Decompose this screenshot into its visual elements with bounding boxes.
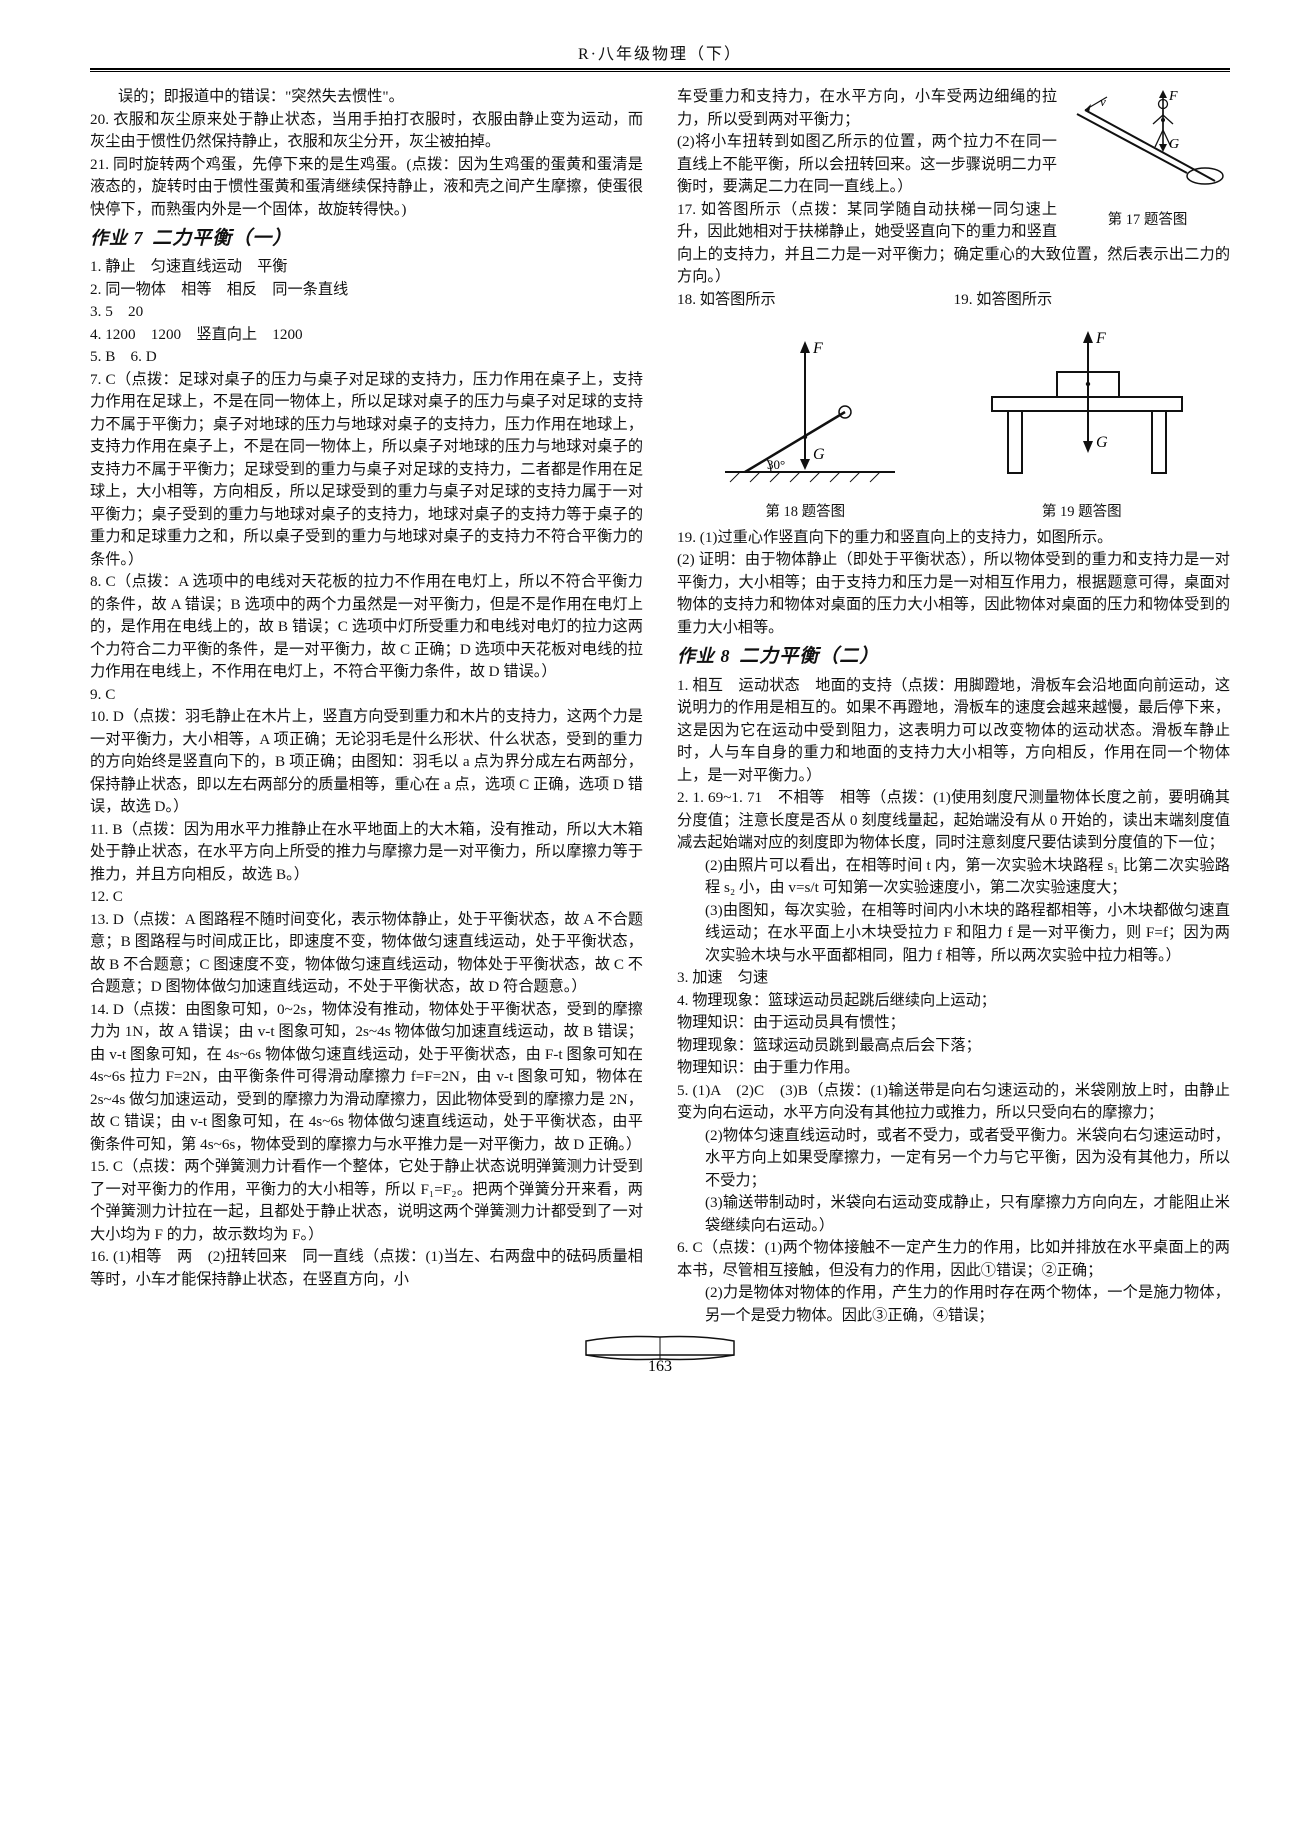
ans-7: 7. C（点拨：足球对桌子的压力与桌子对足球的支持力，压力作用在桌子上，支持力作… — [90, 369, 643, 572]
fig-18: 30° F G 第 18 题答图 — [705, 317, 905, 523]
svg-text:F: F — [1095, 330, 1106, 347]
column-right: v F G 第 17 题答图 车受重力和支持力，在水平方向，小车受两边细绳的拉力… — [677, 86, 1230, 1327]
hw7-work: 作业 7 — [90, 225, 144, 252]
text-19end: 误的；即报道中的错误："突然失去惯性"。 — [90, 86, 643, 109]
fig-18-svg: 30° F G — [705, 317, 905, 492]
hw7-title: 二力平衡（一） — [152, 225, 292, 253]
svg-text:G: G — [813, 446, 825, 463]
fig-17-wrap: v F G 第 17 题答图 — [1065, 90, 1230, 231]
rule-top — [90, 68, 1230, 70]
fig-19: F G 第 19 题答图 — [962, 317, 1202, 523]
svg-text:F: F — [1168, 90, 1178, 104]
section-hw7: 作业 7 二力平衡（一） — [90, 225, 643, 253]
svg-text:v: v — [1100, 94, 1106, 109]
columns: 误的；即报道中的错误："突然失去惯性"。 20. 衣服和灰尘原来处于静止状态，当… — [90, 86, 1230, 1327]
ans-14: 14. D（点拨：由图象可知，0~2s，物体没有推动，物体处于平衡状态，受到的摩… — [90, 999, 643, 1157]
b-ans-6-2: (2)力是物体对物体的作用，产生力的作用时存在两个物体，一个是施力物体，另一个是… — [677, 1282, 1230, 1327]
section-hw8: 作业 8 二力平衡（二） — [677, 643, 1230, 671]
ans-5-6: 5. B 6. D — [90, 346, 643, 369]
ans-13: 13. D（点拨：A 图路程不随时间变化，表示物体静止，处于平衡状态，故 A 不… — [90, 909, 643, 999]
ans-2: 2. 同一物体 相等 相反 同一条直线 — [90, 279, 643, 302]
ans-12: 12. C — [90, 886, 643, 909]
b-ans-5-2: (2)物体匀速直线运动时，或者不受力，或者受平衡力。米袋向右匀速运动时，水平方向… — [677, 1125, 1230, 1193]
svg-text:G: G — [1096, 434, 1108, 451]
fig18-angle: 30° — [767, 457, 785, 472]
ans-8: 8. C（点拨：A 选项中的电线对天花板的拉力不作用在电灯上，所以不符合平衡力的… — [90, 571, 643, 684]
fig-17-svg: v F G — [1065, 90, 1230, 200]
text-20: 20. 衣服和灰尘原来处于静止状态，当用手拍打衣服时，衣服由静止变为运动，而灰尘… — [90, 109, 643, 154]
page-badge: 163 — [580, 1335, 740, 1373]
ans-10: 10. D（点拨：羽毛静止在木片上，竖直方向受到重力和木片的支持力，这两个力是一… — [90, 706, 643, 819]
b-ans-2-3: (3)由图知，每次实验，在相等时间内小木块的路程都相等，小木块都做匀速直线运动；… — [677, 900, 1230, 968]
column-left: 误的；即报道中的错误："突然失去惯性"。 20. 衣服和灰尘原来处于静止状态，当… — [90, 86, 643, 1327]
ans-1: 1. 静止 匀速直线运动 平衡 — [90, 256, 643, 279]
ans-19-full: 19. (1)过重心作竖直向下的重力和竖直向上的支持力，如图所示。 (2) 证明… — [677, 527, 1230, 640]
fig19-caption: 第 19 题答图 — [962, 502, 1202, 523]
fig18-caption: 第 18 题答图 — [705, 502, 905, 523]
hw8-title: 二力平衡（二） — [739, 643, 879, 671]
fig-19-svg: F G — [962, 317, 1202, 492]
b-ans-4: 4. 物理现象：篮球运动员起跳后继续向上运动； 物理知识：由于运动员具有惯性； … — [677, 990, 1230, 1080]
page-footer: 163 — [90, 1335, 1230, 1377]
b-ans-1: 1. 相互 运动状态 地面的支持（点拨：用脚蹬地，滑板车会沿地面向前运动，这说明… — [677, 675, 1230, 788]
ans-11: 11. B（点拨：因为用水平力推静止在水平地面上的大木箱，没有推动，所以大木箱处… — [90, 819, 643, 887]
rule-bot — [90, 71, 1230, 72]
hw8-work: 作业 8 — [677, 643, 731, 670]
page-number: 163 — [648, 1358, 672, 1373]
b-ans-5-3: (3)输送带制动时，米袋向右运动变成静止，只有摩擦力方向向左，才能阻止米袋继续向… — [677, 1192, 1230, 1237]
ans-9: 9. C — [90, 684, 643, 707]
b-ans-2-2: (2)由照片可以看出，在相等时间 t 内，第一次实验木块路程 s₁ 比第二次实验… — [677, 855, 1230, 900]
ans-16: 16. (1)相等 两 (2)扭转回来 同一直线（点拨：(1)当左、右两盘中的砝… — [90, 1246, 643, 1291]
ans-4: 4. 1200 1200 竖直向上 1200 — [90, 324, 643, 347]
text-21: 21. 同时旋转两个鸡蛋，先停下来的是生鸡蛋。(点拨：因为生鸡蛋的蛋黄和蛋清是液… — [90, 154, 643, 222]
svg-text:G: G — [1169, 137, 1179, 152]
page-header: R·八年级物理（下） — [90, 40, 1230, 64]
b-ans-5: 5. (1)A (2)C (3)B（点拨：(1)输送带是向右匀速运动的，米袋刚放… — [677, 1080, 1230, 1125]
fig-row-18-19: 30° F G 第 18 题答图 F — [677, 317, 1230, 523]
ans-15: 15. C（点拨：两个弹簧测力计看作一个整体，它处于静止状态说明弹簧测力计受到了… — [90, 1156, 643, 1246]
ans-18-line: 18. 如答图所示 — [677, 289, 954, 312]
svg-text:F: F — [812, 340, 823, 357]
b-ans-2: 2. 1. 69~1. 71 不相等 相等（点拨：(1)使用刻度尺测量物体长度之… — [677, 787, 1230, 855]
b-ans-6: 6. C（点拨：(1)两个物体接触不一定产生力的作用，比如并排放在水平桌面上的两… — [677, 1237, 1230, 1282]
b-ans-3: 3. 加速 匀速 — [677, 967, 1230, 990]
ans-3: 3. 5 20 — [90, 301, 643, 324]
ans-19-line: 19. 如答图所示 — [954, 289, 1231, 312]
fig17-caption: 第 17 题答图 — [1065, 210, 1230, 231]
